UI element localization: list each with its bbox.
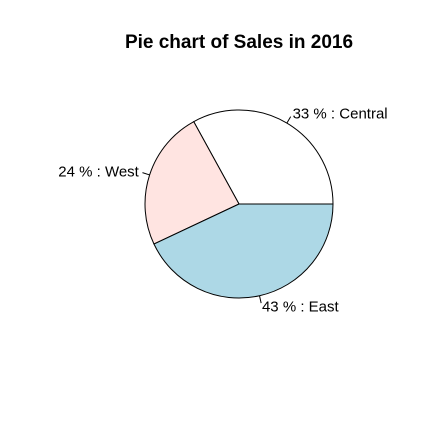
leader-line-central	[286, 116, 292, 124]
pie-label-central: 33 % : Central	[293, 105, 388, 122]
leader-line-east	[259, 295, 262, 304]
pie-label-west: 24 % : West	[58, 163, 139, 180]
pie-labels: 33 % : Central 24 % : West 43 % : East	[58, 105, 387, 315]
pie-slice-central	[193, 109, 334, 205]
pie-label-east: 43 % : East	[262, 299, 340, 316]
pie-slice-west	[144, 120, 240, 245]
pie-slices	[144, 109, 334, 299]
leader-line-west	[142, 172, 150, 176]
chart-title: Pie chart of Sales in 2016	[125, 32, 353, 53]
pie-slice-east	[153, 203, 334, 299]
